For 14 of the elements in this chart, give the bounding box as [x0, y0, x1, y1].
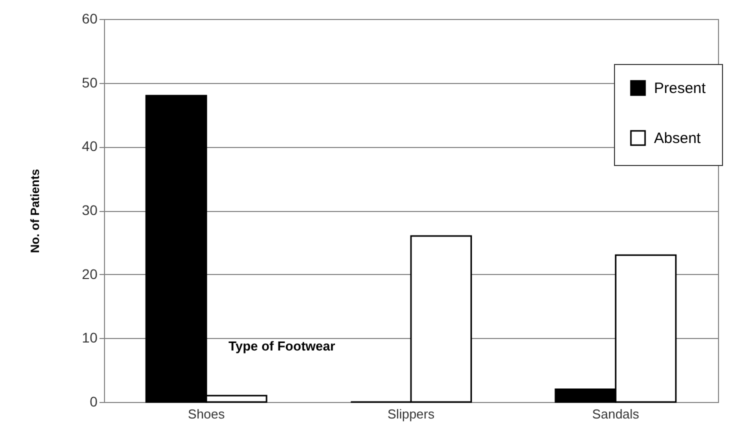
y-axis-title: No. of Patients — [28, 168, 42, 254]
y-tick-label: 50 — [82, 74, 98, 90]
legend-label: Absent — [654, 130, 702, 147]
x-tick-label: Slippers — [388, 406, 435, 422]
y-tick-label: 60 — [82, 10, 98, 26]
x-axis-title: Type of Footwear — [228, 338, 336, 354]
y-tick-label: 40 — [82, 138, 98, 154]
y-tick-label: 30 — [82, 202, 98, 218]
x-tick-label: Shoes — [188, 406, 226, 422]
y-tick-label: 10 — [82, 330, 98, 346]
y-tick-label: 0 — [90, 394, 98, 410]
legend-label: Present — [654, 80, 707, 97]
y-tick-label: 20 — [82, 266, 98, 282]
x-tick-label: Sandals — [592, 406, 640, 422]
